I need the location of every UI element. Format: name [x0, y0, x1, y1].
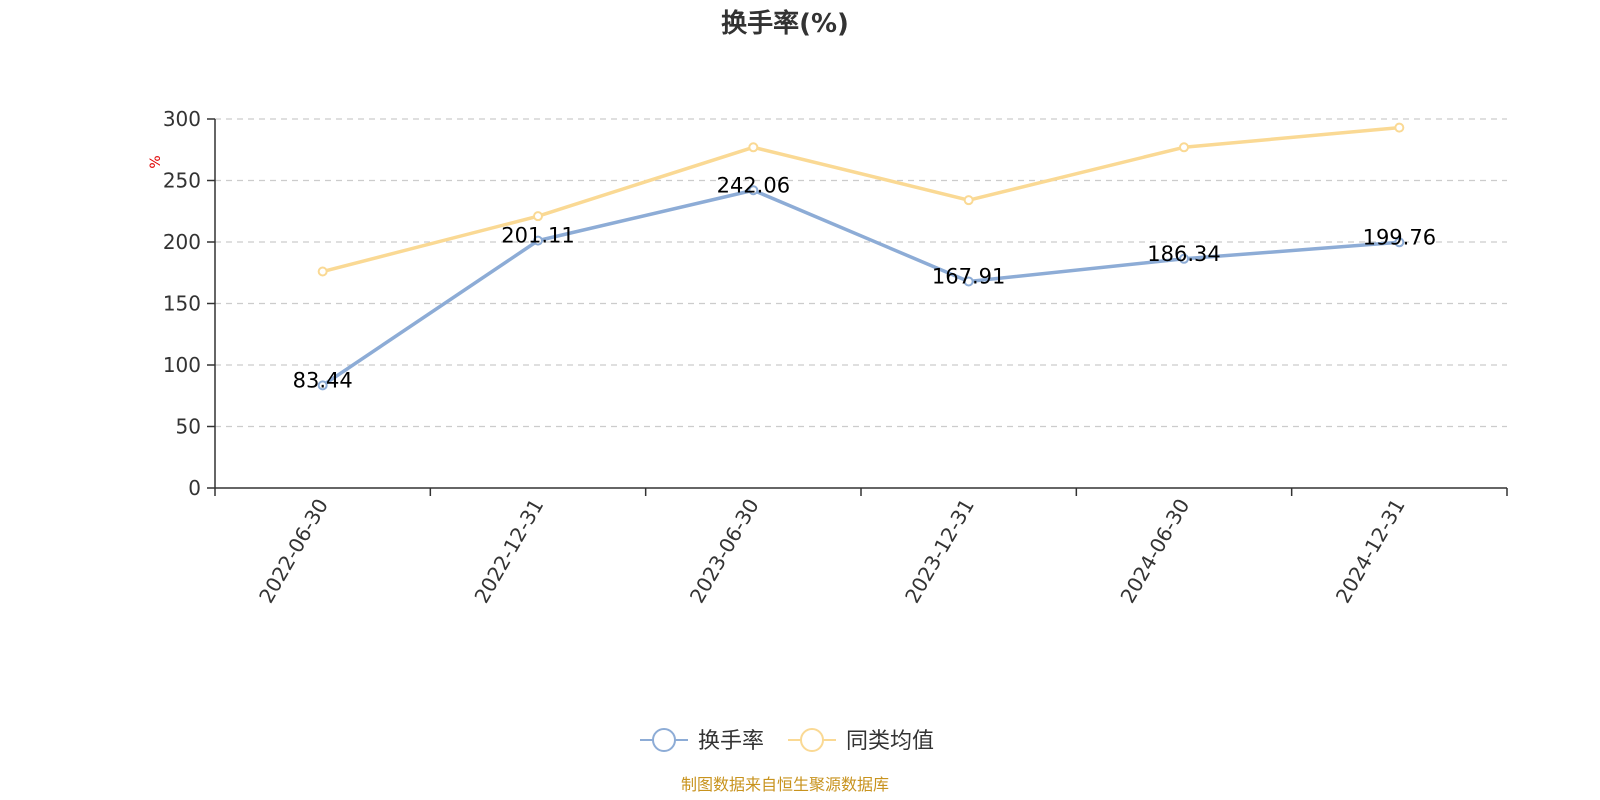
data-point — [533, 211, 543, 222]
data-label: 199.76 — [1363, 225, 1436, 249]
y-tick-label: 100 — [163, 353, 201, 377]
y-axis-ticks: 0 50 100 150 200 250 300 — [163, 107, 215, 500]
data-label: 83.44 — [293, 368, 353, 392]
data-point — [1179, 142, 1189, 153]
x-tick-label: 2023-06-30 — [685, 495, 764, 608]
y-tick-label: 300 — [163, 107, 201, 131]
y-axis-unit: % — [148, 155, 164, 168]
source-footnote: 制图数据来自恒生聚源数据库 — [681, 775, 889, 794]
data-label: 242.06 — [717, 173, 790, 197]
data-label: 167.91 — [932, 264, 1005, 288]
legend-marker — [652, 728, 676, 752]
x-axis-ticks: 2022-06-30 2022-12-31 2023-06-30 2023-12-31… — [214, 488, 1508, 608]
chart-title: 换手率(%) — [721, 8, 849, 39]
y-tick-label: 150 — [163, 292, 201, 316]
series-peer-average — [317, 122, 1405, 277]
legend-item-peer-average: 同类均值 — [788, 728, 934, 754]
grid-lines — [215, 118, 1507, 428]
series-line — [320, 188, 1402, 388]
x-tick-label: 2024-12-31 — [1331, 495, 1410, 608]
data-point — [748, 142, 759, 153]
data-point — [1394, 237, 1405, 248]
data-point — [963, 195, 974, 206]
x-tick-label: 2024-06-30 — [1115, 495, 1194, 608]
data-point — [1179, 253, 1189, 264]
legend: 换手率 同类均值 — [640, 728, 934, 754]
data-point — [317, 266, 328, 277]
x-tick-label: 2022-12-31 — [469, 495, 548, 608]
x-tick-label: 2022-06-30 — [254, 495, 333, 608]
data-point — [1394, 122, 1405, 133]
data-point — [748, 185, 759, 196]
data-label: 201.11 — [501, 224, 574, 248]
y-tick-label: 50 — [176, 415, 201, 439]
y-tick-label: 200 — [163, 230, 201, 254]
data-point — [963, 276, 974, 287]
legend-label: 同类均值 — [846, 729, 934, 754]
data-point — [533, 235, 543, 246]
y-tick-label: 250 — [163, 169, 201, 193]
series-turnover-rate — [317, 185, 1405, 391]
series-line — [320, 125, 1402, 274]
legend-marker — [800, 728, 824, 752]
legend-item-turnover-rate: 换手率 — [640, 728, 764, 754]
data-point — [317, 380, 328, 391]
y-tick-label: 0 — [188, 476, 201, 500]
legend-label: 换手率 — [698, 729, 764, 754]
x-tick-label: 2023-12-31 — [900, 495, 979, 608]
data-label: 186.34 — [1147, 242, 1220, 266]
series — [317, 122, 1405, 391]
data-labels: 83.44 201.11 242.06 167.91 186.34 199.76 — [293, 173, 1436, 392]
